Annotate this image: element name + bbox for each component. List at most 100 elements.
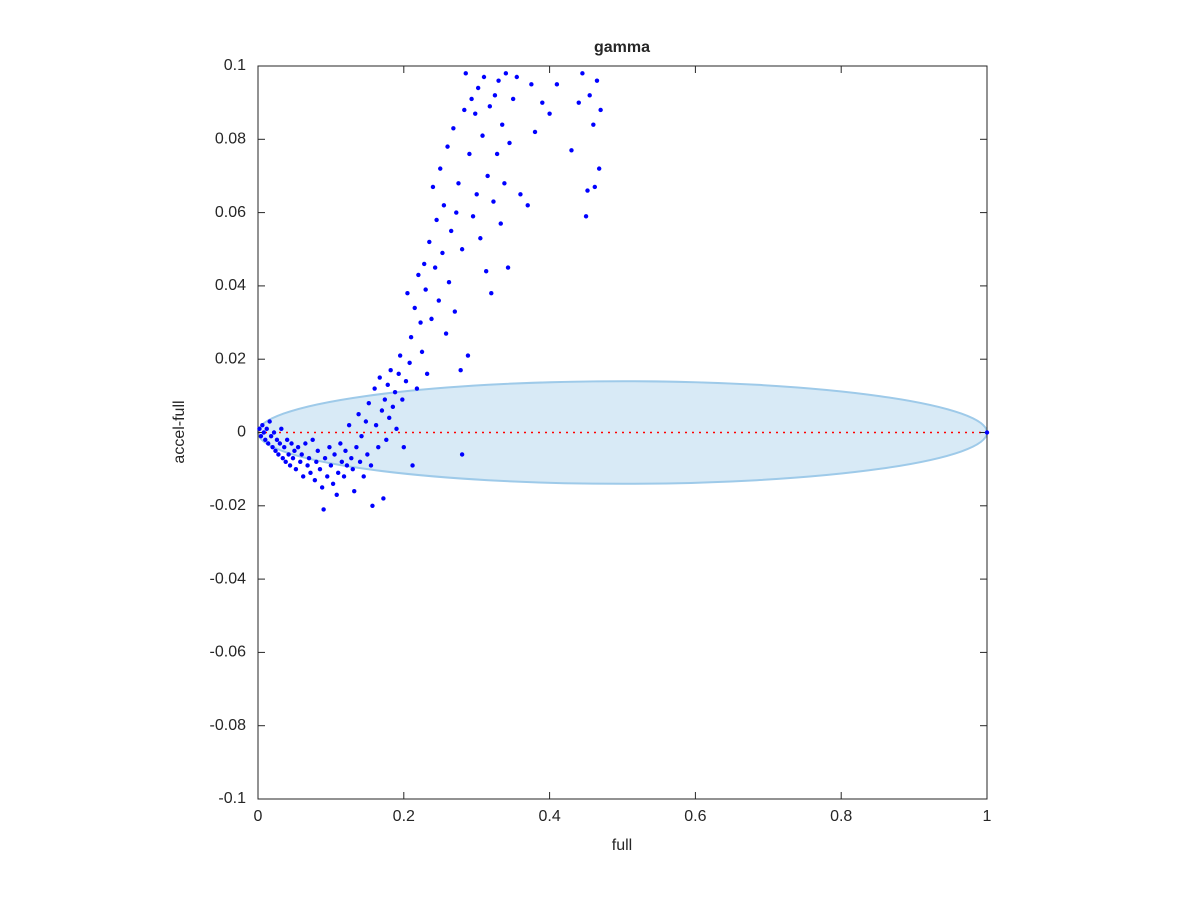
point	[547, 111, 552, 116]
point	[343, 448, 348, 454]
point	[598, 107, 603, 113]
y-tick-label: -0.06	[210, 644, 247, 661]
point	[456, 181, 461, 186]
point	[273, 448, 278, 454]
point	[540, 100, 545, 105]
point	[494, 151, 500, 157]
y-tick-label: -0.1	[218, 790, 246, 807]
point	[268, 433, 274, 439]
point	[585, 188, 590, 193]
point	[300, 474, 306, 479]
y-tick-label: -0.08	[210, 717, 247, 734]
point	[594, 78, 600, 83]
point	[258, 433, 264, 439]
point	[334, 492, 339, 498]
point	[430, 184, 436, 190]
point	[372, 386, 377, 391]
point	[438, 166, 443, 171]
point	[280, 455, 285, 461]
point	[306, 455, 312, 461]
point	[596, 166, 602, 171]
point	[387, 415, 392, 421]
point	[299, 452, 304, 457]
point	[261, 430, 267, 435]
point	[405, 291, 410, 296]
point	[314, 459, 319, 465]
point	[510, 96, 516, 102]
point	[424, 371, 430, 377]
point	[525, 203, 530, 208]
point	[284, 437, 290, 443]
point	[478, 236, 483, 241]
point	[459, 247, 465, 252]
y-tick-label: -0.04	[210, 570, 247, 587]
point	[491, 199, 496, 204]
point	[361, 474, 366, 479]
point	[356, 411, 361, 417]
point	[489, 291, 494, 296]
point	[292, 448, 297, 454]
point	[591, 122, 596, 127]
point	[370, 503, 375, 508]
x-tick-label: 0.6	[684, 808, 706, 825]
point	[382, 397, 388, 402]
point	[283, 459, 288, 465]
point	[376, 444, 381, 450]
point	[287, 463, 293, 468]
point	[338, 441, 343, 446]
point	[592, 184, 597, 190]
point	[366, 400, 372, 406]
point	[480, 133, 485, 138]
x-tick-label: 0.4	[538, 808, 560, 825]
point	[414, 386, 420, 391]
point	[454, 210, 459, 215]
point	[427, 239, 432, 245]
point	[381, 496, 386, 501]
point	[325, 474, 330, 479]
point	[305, 463, 310, 468]
y-tick-label: 0.02	[215, 350, 246, 367]
point	[257, 426, 262, 432]
point	[481, 74, 487, 80]
point	[344, 463, 350, 468]
point	[401, 444, 406, 450]
point	[443, 331, 449, 336]
point	[359, 433, 364, 439]
point	[514, 74, 519, 80]
y-tick-label: -0.02	[210, 497, 247, 514]
x-tick-label: 0.2	[393, 808, 415, 825]
point	[423, 287, 428, 292]
point	[587, 93, 592, 98]
point	[458, 367, 463, 373]
y-tick-label: 0.08	[215, 131, 246, 148]
point	[335, 470, 341, 476]
point	[436, 298, 441, 303]
point	[397, 353, 403, 358]
point	[459, 452, 465, 457]
x-tick-label: 0.8	[830, 808, 852, 825]
point	[467, 151, 472, 157]
point	[445, 144, 450, 149]
point	[276, 452, 281, 457]
point	[310, 437, 315, 443]
point	[440, 250, 445, 256]
point	[349, 455, 354, 461]
point	[583, 214, 589, 219]
point	[474, 192, 479, 197]
point	[357, 459, 363, 465]
point	[452, 309, 458, 314]
point	[319, 485, 325, 490]
point	[384, 437, 389, 443]
point	[429, 316, 434, 322]
point	[321, 507, 326, 512]
point	[332, 452, 337, 457]
point	[469, 96, 474, 102]
point	[295, 444, 301, 450]
point	[470, 214, 476, 219]
point	[502, 181, 507, 186]
point	[279, 426, 284, 432]
point	[315, 448, 320, 454]
point	[289, 441, 294, 446]
